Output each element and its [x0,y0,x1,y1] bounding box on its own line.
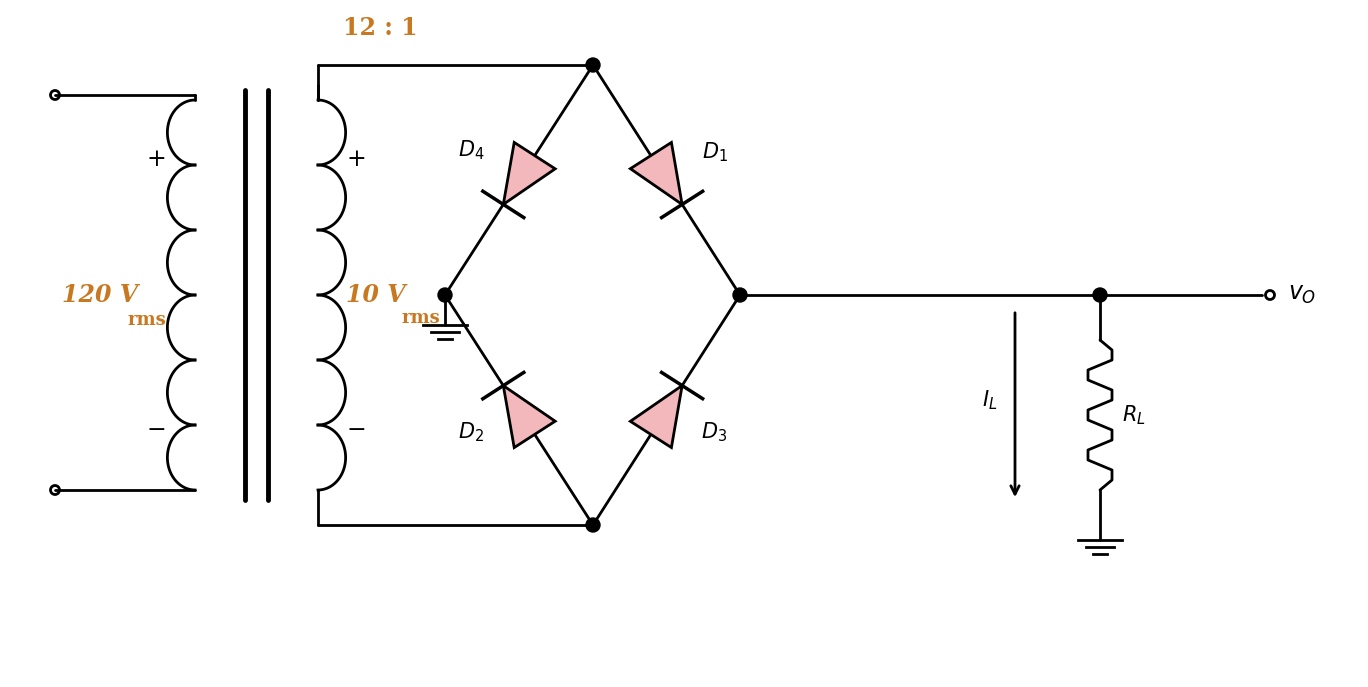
Text: $I_L$: $I_L$ [982,388,997,412]
Circle shape [586,518,601,532]
Polygon shape [503,142,555,205]
Text: −: − [346,418,365,442]
Text: $R_L$: $R_L$ [1122,403,1146,427]
Text: −: − [146,418,166,442]
Text: $D_4$: $D_4$ [458,138,484,162]
Text: rms: rms [402,309,440,327]
Circle shape [586,58,601,72]
Polygon shape [631,385,683,447]
Polygon shape [631,142,683,205]
Text: $D_1$: $D_1$ [702,140,728,164]
Circle shape [438,288,451,302]
Text: $D_2$: $D_2$ [458,420,484,444]
Circle shape [1093,288,1107,302]
Text: +: + [346,148,365,172]
Circle shape [733,288,747,302]
Polygon shape [503,385,555,447]
Text: 120 V: 120 V [62,283,138,307]
Text: 10 V: 10 V [346,283,406,307]
Text: rms: rms [129,311,167,329]
Text: +: + [146,148,166,172]
Text: 12 : 1: 12 : 1 [343,16,417,40]
Text: $v_O$: $v_O$ [1289,284,1316,306]
Text: $D_3$: $D_3$ [702,420,728,444]
